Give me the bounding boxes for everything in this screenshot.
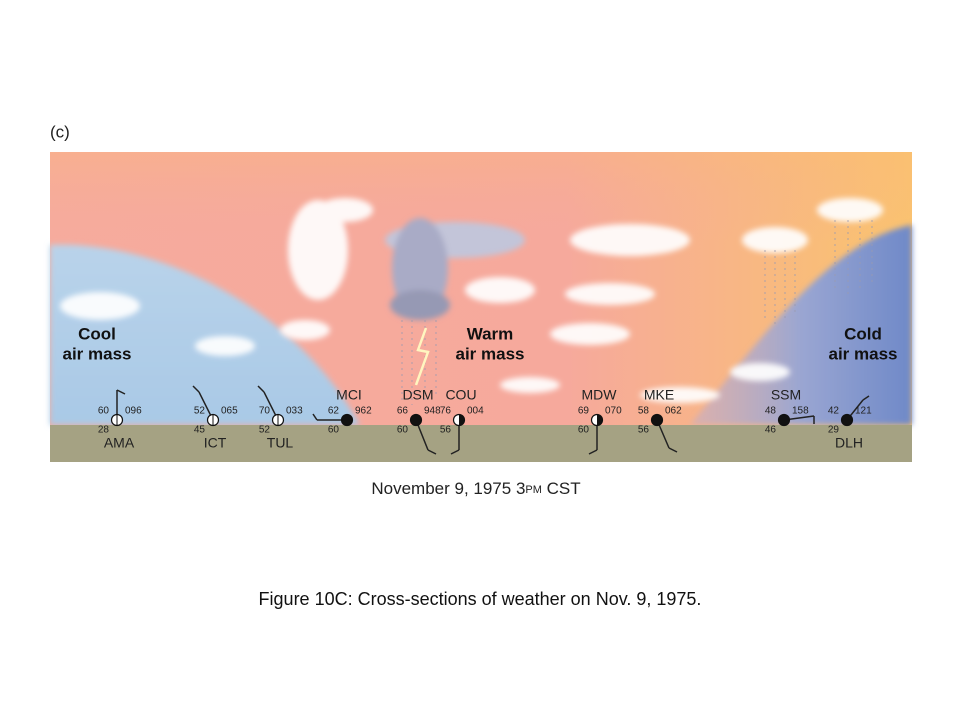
- station-pressure: 948: [424, 406, 441, 417]
- stations: 60 28 096 AMA 52 45 065 ICT 70 52 033 TUL 62 60 962 MCI…: [98, 385, 872, 455]
- wind-barb: [588, 449, 598, 455]
- air-mass-label: Cold: [844, 324, 882, 343]
- air-mass-label: air mass: [829, 344, 898, 363]
- date-caption-tail: CST: [542, 479, 581, 498]
- wind-barb: [862, 395, 870, 401]
- station-dewpoint: 52: [259, 425, 271, 436]
- station-temp: 70: [259, 406, 271, 417]
- station-dewpoint: 29: [828, 425, 840, 436]
- station-name: MDW: [582, 387, 618, 403]
- station-name: DSM: [402, 387, 433, 403]
- wind-barb: [257, 385, 265, 393]
- station-pressure: 070: [605, 406, 622, 417]
- station-circle: [840, 413, 854, 427]
- station-temp: 69: [578, 406, 590, 417]
- station-circle: [340, 413, 354, 427]
- air-mass-label: Cool: [78, 324, 116, 343]
- air-mass-label: air mass: [63, 344, 132, 363]
- wind-barb: [312, 413, 318, 421]
- station-pressure: 062: [665, 406, 682, 417]
- station-dewpoint: 56: [638, 425, 650, 436]
- station-pressure: 065: [221, 406, 238, 417]
- station-temp: 60: [98, 406, 110, 417]
- station-circle: [459, 414, 465, 426]
- station-dewpoint: 60: [397, 425, 409, 436]
- station-dewpoint: 56: [440, 425, 452, 436]
- date-caption-main: November 9, 1975 3: [371, 479, 525, 498]
- wind-barb: [427, 449, 437, 455]
- station-name: SSM: [771, 387, 801, 403]
- station-dewpoint: 28: [98, 425, 110, 436]
- cross-section: [50, 152, 912, 462]
- wind-barb: [192, 385, 200, 393]
- figure-caption: Figure 10C: Cross-sections of weather on…: [259, 589, 702, 609]
- station-name: ICT: [204, 435, 227, 451]
- station-temp: 66: [397, 406, 409, 417]
- station-pressure: 033: [286, 406, 303, 417]
- station-temp: 48: [765, 406, 777, 417]
- wind-barb: [668, 447, 678, 453]
- station-circle: [650, 413, 664, 427]
- air-mass-label: air mass: [456, 344, 525, 363]
- station-pressure: 096: [125, 406, 142, 417]
- station-temp: 62: [328, 406, 340, 417]
- station-temp: 76: [440, 406, 452, 417]
- station-name: AMA: [104, 435, 135, 451]
- air-mass-label: Warm: [467, 324, 514, 343]
- station-circle: [777, 413, 791, 427]
- station-temp: 58: [638, 406, 650, 417]
- station-circle: [409, 413, 423, 427]
- station-name: TUL: [267, 435, 294, 451]
- station-dewpoint: 60: [328, 425, 340, 436]
- station-name: COU: [445, 387, 476, 403]
- date-caption-small: PM: [525, 484, 542, 496]
- station-name: MKE: [644, 387, 674, 403]
- station-pressure: 004: [467, 406, 484, 417]
- station-pressure: 158: [792, 406, 809, 417]
- station-pressure: 121: [855, 406, 872, 417]
- date-caption: November 9, 1975 3PM CST: [371, 479, 580, 498]
- wind-barb: [116, 389, 126, 395]
- station-dewpoint: 46: [765, 425, 777, 436]
- station-circle: [597, 414, 603, 426]
- station-temp: 42: [828, 406, 840, 417]
- panel-label: (c): [50, 122, 70, 141]
- station-dewpoint: 45: [194, 425, 206, 436]
- station-name: DLH: [835, 435, 863, 451]
- station-name: MCI: [336, 387, 362, 403]
- station-dewpoint: 60: [578, 425, 590, 436]
- station-temp: 52: [194, 406, 206, 417]
- station-pressure: 962: [355, 406, 372, 417]
- wind-barb: [450, 449, 460, 455]
